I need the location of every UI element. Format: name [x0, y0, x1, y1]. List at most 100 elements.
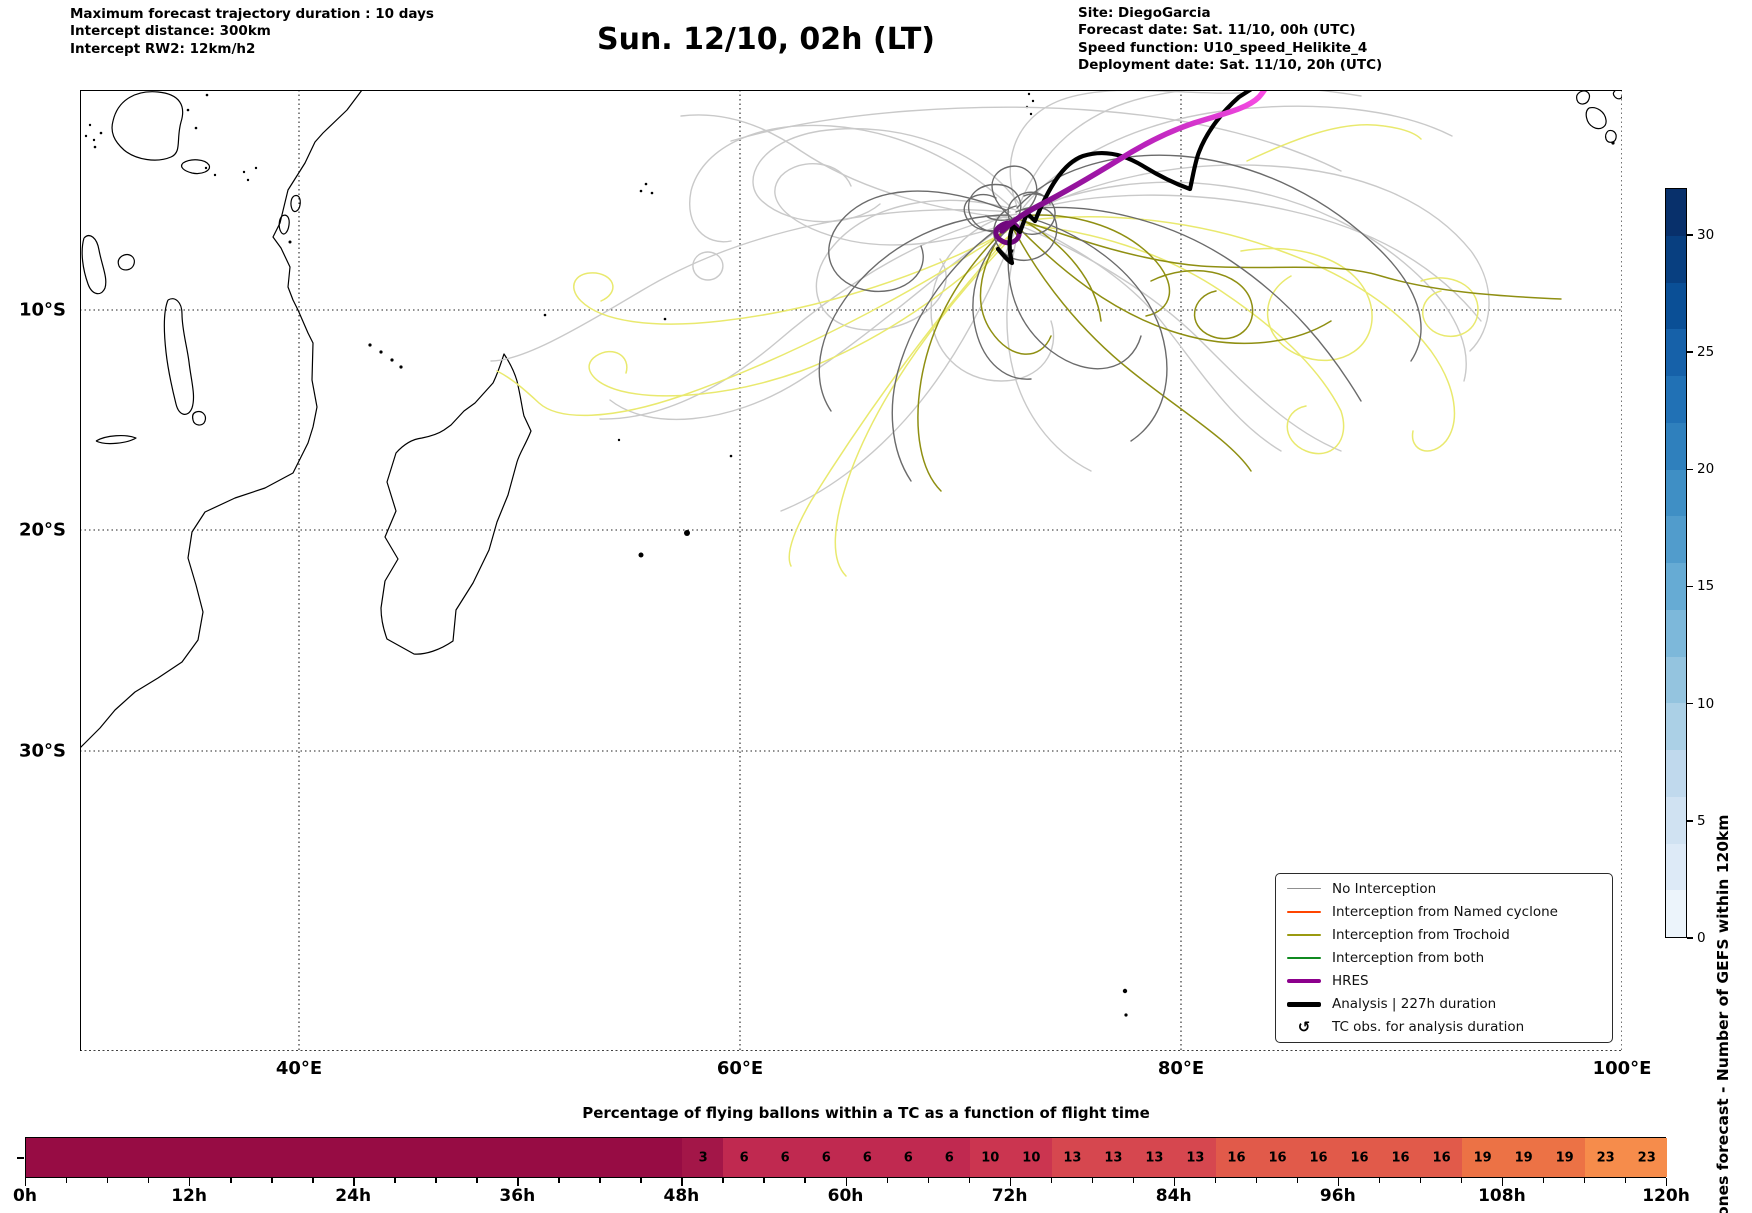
strip-cell: 23 — [1584, 1138, 1627, 1177]
legend-label: TC obs. for analysis duration — [1332, 1019, 1525, 1036]
strip-cell: 16 — [1215, 1138, 1258, 1177]
trajectory-no-interception — [930, 213, 1055, 382]
trajectory-trochoid — [588, 232, 1013, 397]
strip-cell: 16 — [1297, 1138, 1340, 1177]
colorbar-label: Named cyclones forecast - Number of GEFS… — [1714, 814, 1732, 1213]
trajectory-trochoid — [1015, 224, 1332, 345]
time-axis-label: 84h — [1155, 1186, 1192, 1206]
time-axis-label: 12h — [171, 1186, 207, 1206]
legend-line — [1287, 957, 1321, 959]
strip-cell-value: 19 — [1473, 1150, 1492, 1165]
x-tick-label: 60°E — [716, 1058, 764, 1079]
coastline — [1612, 90, 1622, 100]
strip-cell: 6 — [887, 1138, 930, 1177]
annotation-top-left: Maximum forecast trajectory duration : 1… — [70, 6, 434, 58]
island-dot — [186, 108, 190, 112]
time-axis-major-tick — [1173, 1178, 1176, 1186]
coastline — [81, 235, 107, 295]
annotation-top-right: Site: DiegoGarcia Forecast date: Sat. 11… — [1078, 5, 1382, 75]
island-dot — [399, 365, 403, 369]
legend-item: HRES — [1276, 971, 1612, 992]
time-axis-major-tick — [25, 1178, 27, 1186]
time-axis-label: 108h — [1478, 1186, 1526, 1206]
legend-label: Interception from Trochoid — [1332, 926, 1510, 943]
trajectory-no-interception — [730, 106, 1342, 172]
legend-label: Interception from both — [1332, 950, 1485, 966]
strip-cell: 3 — [682, 1138, 724, 1177]
colorbar-block — [1666, 843, 1686, 891]
colorbar-tick — [1687, 820, 1693, 822]
trajectory-trochoid — [1025, 221, 1102, 322]
trajectory-trochoid — [917, 227, 1007, 492]
colorbar-block — [1666, 235, 1686, 283]
legend-line — [1287, 887, 1321, 890]
trajectory-trochoid — [1012, 227, 1252, 472]
time-axis-minor-tick — [1624, 1178, 1627, 1183]
trajectory-no-interception — [780, 230, 1016, 512]
time-axis-major-tick — [1666, 1178, 1668, 1186]
legend-item: Analysis | 227h duration — [1276, 994, 1612, 1015]
time-axis-label: 0h — [13, 1186, 37, 1206]
time-axis-minor-tick — [1542, 1178, 1545, 1183]
colorbar-block — [1666, 703, 1686, 750]
map-svg — [80, 90, 1622, 1051]
map-legend: No Interception Interception from Named c… — [1275, 873, 1613, 1043]
colorbar-tick — [1687, 234, 1693, 236]
colorbar-tick — [1687, 585, 1693, 588]
trajectory-no-interception — [692, 251, 724, 281]
trajectory-no-interception — [752, 127, 1021, 223]
x-tick-label: 80°E — [1157, 1058, 1205, 1079]
trajectory-trochoid — [1240, 247, 1373, 362]
x-tick-label: 100°E — [1592, 1058, 1652, 1079]
strip-cell-value: 16 — [1309, 1150, 1328, 1165]
strip-cell-value: 6 — [821, 1150, 831, 1165]
time-axis-minor-tick — [107, 1178, 109, 1183]
strip-cell-value: 6 — [862, 1150, 872, 1165]
hres-track — [999, 90, 1268, 234]
trajectory-no-interception — [1025, 164, 1490, 352]
strip-title: Percentage of flying ballons within a TC… — [582, 1104, 1150, 1122]
colorbar-tick — [1687, 468, 1693, 470]
island-dot — [288, 240, 292, 244]
strip-cell: 16 — [1420, 1138, 1463, 1177]
time-axis-minor-tick — [1050, 1178, 1053, 1183]
trajectory-no-interception — [818, 214, 1010, 412]
strip-cell: 6 — [723, 1138, 765, 1177]
island-dot — [617, 438, 621, 442]
coastline — [192, 410, 207, 426]
strip-cell: 6 — [805, 1138, 847, 1177]
coastline — [380, 353, 532, 655]
trajectory-no-interception — [993, 205, 1058, 262]
time-axis-label: 48h — [663, 1186, 700, 1206]
strip-cell: 13 — [1133, 1138, 1176, 1177]
strip-cell-value: 6 — [903, 1150, 913, 1165]
trajectory-trochoid — [496, 229, 1009, 417]
time-axis-label: 24h — [335, 1186, 372, 1206]
island-dot — [99, 131, 103, 135]
strip-cell-value: 13 — [1186, 1150, 1205, 1165]
legend-line — [1287, 978, 1321, 984]
trajectory-no-interception — [1023, 181, 1467, 382]
strip-cell-value: 16 — [1391, 1150, 1410, 1165]
legend-line-swatch — [1286, 910, 1322, 913]
coastline — [290, 194, 301, 213]
time-axis-label: 60h — [827, 1186, 864, 1206]
island-dot — [1027, 92, 1031, 96]
colorbar-block — [1666, 796, 1686, 844]
time-axis-minor-tick — [476, 1178, 478, 1183]
time-axis-minor-tick — [804, 1178, 806, 1183]
strip-cell-value: 19 — [1555, 1150, 1574, 1165]
map-axes: No Interception Interception from Named c… — [80, 90, 1622, 1051]
time-axis-minor-tick — [1214, 1178, 1217, 1183]
coastline — [1576, 90, 1591, 105]
trajectory-trochoid — [788, 234, 1011, 567]
strip-y-tick — [17, 1157, 24, 1159]
strip-cell: 6 — [764, 1138, 806, 1177]
colorbar-tick-label: 0 — [1697, 930, 1706, 946]
colorbar-block — [1666, 563, 1686, 610]
trajectory-trochoid — [1020, 219, 1562, 300]
time-axis-minor-tick — [968, 1178, 970, 1183]
island-dot — [379, 350, 383, 354]
trajectory-no-interception — [689, 124, 1014, 243]
colorbar-block — [1666, 422, 1686, 470]
